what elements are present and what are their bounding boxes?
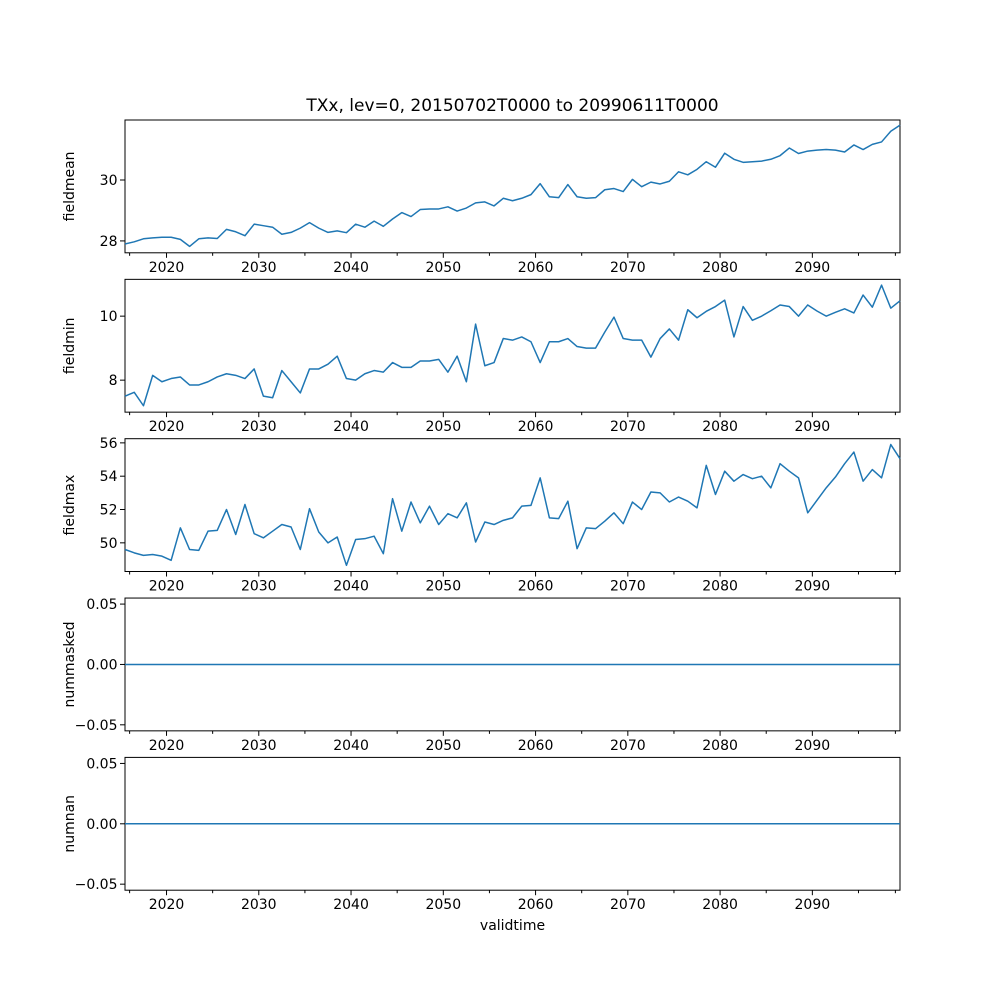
x-tick-label: 2090 — [795, 897, 831, 913]
series-line-fieldmax — [124, 443, 901, 567]
x-tick-label: 2060 — [518, 260, 554, 276]
x-tick-label: 2040 — [333, 419, 369, 435]
x-tick-label: 2020 — [149, 897, 185, 913]
y-axis-label-fieldmax: fieldmax — [62, 475, 78, 536]
x-tick-label: 2060 — [518, 419, 554, 435]
y-axis-label-numnan: numnan — [62, 795, 78, 853]
x-tick-label: 2050 — [425, 419, 461, 435]
x-tick-label: 2040 — [333, 260, 369, 276]
y-axis-label-fieldmin: fieldmin — [62, 317, 78, 374]
x-tick-label: 2020 — [149, 738, 185, 754]
x-tick-label: 2060 — [518, 897, 554, 913]
x-tick-label: 2030 — [241, 897, 277, 913]
y-tick-label: 10 — [100, 309, 118, 325]
y-tick-label: 50 — [100, 536, 118, 552]
x-tick-label: 2090 — [795, 738, 831, 754]
y-axis-label-fieldmean: fieldmean — [62, 151, 78, 221]
y-tick-label: 28 — [100, 234, 118, 250]
x-tick-label: 2040 — [333, 897, 369, 913]
x-tick-label: 2060 — [518, 738, 554, 754]
y-tick-label: 8 — [109, 373, 118, 389]
y-tick-label: 30 — [100, 173, 118, 189]
x-tick-label: 2070 — [610, 419, 646, 435]
y-tick-label: 56 — [100, 436, 118, 452]
plot-border-fieldmax — [124, 438, 901, 573]
x-tick-label: 2080 — [702, 579, 738, 595]
y-tick-label: 0.05 — [86, 756, 117, 772]
series-line-fieldmin — [124, 284, 901, 407]
x-tick-label: 2070 — [610, 260, 646, 276]
y-tick-label: 0.00 — [86, 657, 117, 673]
x-tick-label: 2050 — [425, 579, 461, 595]
y-tick-label: 0.00 — [86, 817, 117, 833]
x-tick-label: 2080 — [702, 260, 738, 276]
x-tick-label: 2020 — [149, 579, 185, 595]
x-tick-label: 2080 — [702, 897, 738, 913]
x-axis-label: validtime — [480, 918, 545, 934]
x-tick-label: 2090 — [795, 419, 831, 435]
y-tick-label: −0.05 — [75, 877, 118, 893]
x-tick-label: 2070 — [610, 897, 646, 913]
x-tick-label: 2030 — [241, 579, 277, 595]
y-axis-label-nummasked: nummasked — [62, 621, 78, 707]
x-tick-label: 2020 — [149, 260, 185, 276]
y-tick-label: −0.05 — [75, 718, 118, 734]
plot-border-fieldmin — [124, 278, 901, 413]
x-tick-label: 2070 — [610, 579, 646, 595]
y-tick-label: 52 — [100, 503, 118, 519]
x-tick-label: 2070 — [610, 738, 646, 754]
x-tick-label: 2050 — [425, 260, 461, 276]
x-tick-label: 2050 — [425, 897, 461, 913]
x-tick-label: 2030 — [241, 738, 277, 754]
x-tick-label: 2060 — [518, 579, 554, 595]
x-tick-label: 2040 — [333, 579, 369, 595]
x-tick-label: 2050 — [425, 738, 461, 754]
series-line-fieldmean — [124, 124, 901, 248]
x-tick-label: 2030 — [241, 419, 277, 435]
plot-border-fieldmean — [124, 119, 901, 254]
x-tick-label: 2020 — [149, 419, 185, 435]
x-tick-label: 2080 — [702, 738, 738, 754]
x-tick-label: 2090 — [795, 260, 831, 276]
x-tick-label: 2040 — [333, 738, 369, 754]
x-tick-label: 2090 — [795, 579, 831, 595]
y-tick-label: 54 — [100, 469, 118, 485]
x-tick-label: 2080 — [702, 419, 738, 435]
figure-title: TXx, lev=0, 20150702T0000 to 20990611T00… — [305, 96, 718, 116]
x-tick-label: 2030 — [241, 260, 277, 276]
y-tick-label: 0.05 — [86, 597, 117, 613]
